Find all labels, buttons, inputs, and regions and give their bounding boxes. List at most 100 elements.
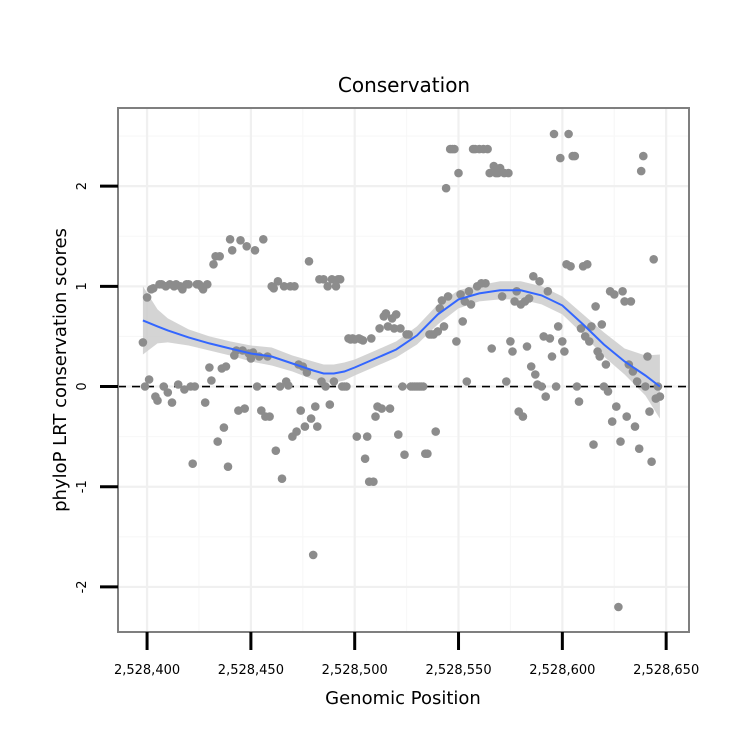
data-point	[167, 398, 177, 407]
data-point	[257, 406, 266, 415]
data-point	[396, 324, 405, 333]
data-point	[306, 414, 316, 423]
data-point	[277, 474, 287, 484]
data-point	[319, 275, 328, 284]
data-point	[630, 422, 640, 431]
data-point	[626, 297, 636, 306]
data-point	[506, 337, 515, 346]
y-tick-label: -1	[75, 480, 90, 493]
data-point	[290, 282, 299, 291]
data-point	[225, 235, 235, 244]
data-point	[649, 254, 658, 264]
data-point	[153, 396, 162, 405]
data-point	[327, 275, 337, 284]
data-point	[190, 382, 200, 391]
data-point	[391, 310, 401, 319]
data-point	[497, 292, 507, 301]
data-point	[431, 427, 441, 436]
data-point	[456, 290, 465, 299]
data-point	[308, 550, 318, 560]
data-point	[205, 363, 214, 372]
data-point	[159, 382, 168, 391]
data-point	[200, 398, 210, 407]
data-point	[655, 392, 665, 401]
data-point	[591, 302, 600, 311]
data-point	[163, 388, 173, 397]
chart-title: Conservation	[338, 73, 470, 97]
data-point	[404, 330, 414, 339]
data-point	[558, 337, 567, 346]
data-point	[385, 404, 395, 413]
y-tick-label: -2	[75, 580, 90, 593]
data-point	[529, 272, 538, 281]
data-point	[323, 282, 333, 291]
data-point	[311, 402, 320, 411]
data-point	[572, 382, 582, 391]
data-point	[279, 282, 289, 291]
data-point	[543, 287, 553, 296]
data-point	[450, 144, 459, 154]
data-point	[302, 368, 312, 377]
data-point	[622, 412, 631, 421]
y-axis-ticks: -2 -1 0 1 2	[75, 182, 118, 593]
data-point	[443, 292, 453, 301]
data-point	[585, 337, 594, 346]
data-point	[545, 334, 555, 343]
data-point	[240, 404, 249, 413]
x-tick-label: 2,528,650	[633, 663, 699, 678]
data-point	[265, 412, 274, 421]
data-point	[537, 382, 546, 391]
data-point	[603, 387, 613, 396]
data-point	[142, 293, 152, 302]
data-point	[524, 294, 534, 303]
data-point	[215, 251, 224, 261]
data-point	[452, 337, 461, 346]
data-point	[576, 324, 586, 333]
data-point	[184, 280, 193, 289]
data-point	[203, 280, 212, 289]
data-point	[418, 382, 428, 391]
data-point	[641, 382, 650, 391]
data-point	[522, 342, 532, 351]
data-point	[375, 324, 384, 333]
data-point	[207, 376, 216, 385]
data-point	[223, 462, 233, 472]
y-tick-label: 1	[75, 282, 90, 290]
data-point	[284, 381, 293, 390]
data-point	[526, 362, 536, 371]
data-point	[570, 151, 580, 161]
data-point	[612, 402, 621, 411]
data-point	[209, 260, 218, 269]
data-point	[400, 450, 409, 460]
data-point	[639, 151, 648, 161]
data-point	[487, 344, 497, 353]
data-point	[398, 382, 407, 391]
data-point	[360, 454, 370, 464]
x-tick-label: 2,528,600	[529, 663, 595, 678]
data-point	[583, 260, 592, 269]
x-tick-label: 2,528,550	[425, 663, 491, 678]
data-point	[149, 284, 158, 293]
data-point	[458, 317, 468, 326]
data-point	[389, 324, 399, 333]
data-point	[564, 129, 573, 139]
data-point	[377, 404, 387, 413]
data-point	[236, 236, 245, 245]
x-tick-label: 2,528,450	[218, 663, 284, 678]
data-point	[454, 168, 463, 178]
data-point	[362, 432, 372, 441]
data-point	[275, 382, 285, 391]
data-point	[242, 242, 251, 251]
data-point	[549, 129, 559, 139]
data-point	[464, 287, 474, 296]
data-point	[618, 287, 627, 296]
major-gridlines	[118, 108, 689, 632]
data-point	[610, 290, 619, 299]
data-point	[273, 277, 283, 286]
data-point	[381, 309, 391, 318]
confidence-band	[142, 281, 660, 419]
data-point	[636, 166, 646, 176]
data-point	[485, 168, 495, 178]
data-point	[213, 437, 222, 446]
